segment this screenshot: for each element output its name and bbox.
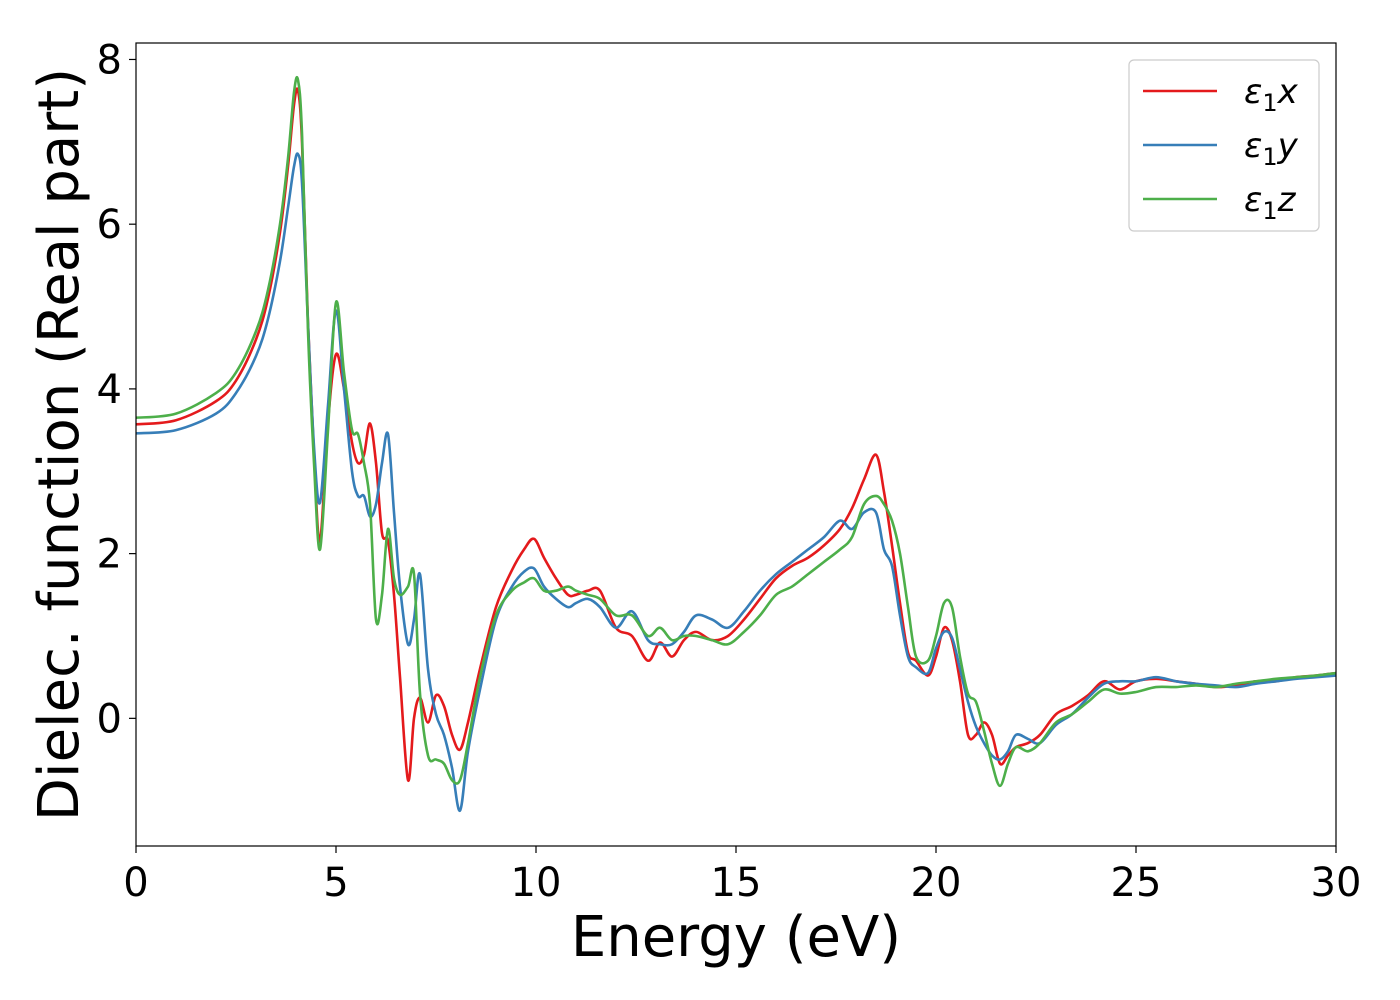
series-line-x <box>136 87 1336 782</box>
x-tick-label: 15 <box>711 860 762 906</box>
x-tick-label: 5 <box>323 860 348 906</box>
x-axis-ticks: 0 5 10 15 20 25 30 <box>123 846 1361 906</box>
x-tick-label: 25 <box>1111 860 1162 906</box>
y-tick-label: 4 <box>97 367 122 413</box>
x-tick-label: 10 <box>511 860 562 906</box>
x-axis-title: Energy (eV) <box>571 905 901 970</box>
y-tick-label: 6 <box>97 202 122 248</box>
legend-box <box>1128 59 1320 232</box>
legend: ε1x ε1y ε1z <box>1128 59 1320 232</box>
y-axis-title: Dielec. function (Real part) <box>27 68 92 821</box>
legend-label-y: ε1y <box>1244 126 1299 171</box>
legend-label-x: ε1x <box>1244 72 1299 117</box>
plot-area <box>135 42 1337 847</box>
legend-label-z: ε1z <box>1244 180 1297 225</box>
x-tick-label: 20 <box>911 860 962 906</box>
y-axis-ticks: 0 2 4 6 8 <box>97 37 136 742</box>
series-layer <box>136 75 1336 812</box>
series-line-z <box>136 75 1336 788</box>
y-tick-label: 8 <box>97 37 122 83</box>
x-tick-label: 30 <box>1311 860 1362 906</box>
y-tick-label: 0 <box>97 696 122 742</box>
x-tick-label: 0 <box>123 860 148 906</box>
y-tick-label: 2 <box>97 532 122 578</box>
